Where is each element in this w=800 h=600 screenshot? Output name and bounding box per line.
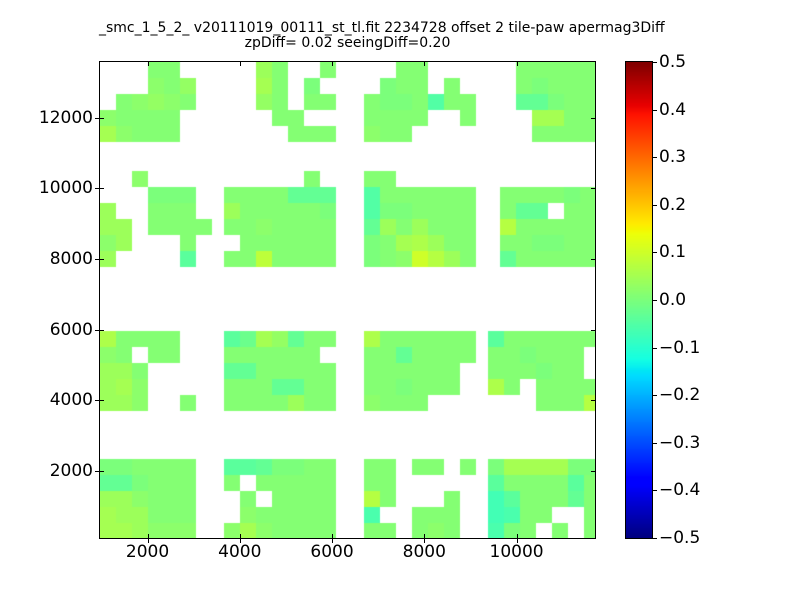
heatmap-canvas: [100, 62, 595, 538]
y-tick-mark: [95, 329, 104, 331]
x-tick-mark: [239, 534, 241, 543]
x-tick-label: 6000: [310, 542, 354, 562]
colorbar-tick-label: 0.1: [659, 242, 687, 263]
colorbar-tick-mark: [652, 156, 657, 158]
x-tick-label: 10000: [489, 542, 544, 562]
y-tick-mark-right: [591, 329, 595, 331]
colorbar: [625, 61, 653, 539]
colorbar-tick-mark: [652, 347, 657, 349]
colorbar-tick-mark: [652, 442, 657, 444]
x-tick-mark-top: [516, 62, 518, 66]
y-tick-mark: [95, 470, 104, 472]
colorbar-gradient-canvas: [626, 62, 652, 538]
y-tick-mark-right: [591, 470, 595, 472]
title-block: _smc_1_5_2_ v20111019_00111_st_tl.fit 22…: [99, 20, 665, 51]
y-tick-mark: [95, 117, 104, 119]
x-tick-mark-top: [423, 62, 425, 66]
x-tick-label: 2000: [125, 542, 170, 562]
colorbar-tick-label: −0.3: [659, 432, 701, 453]
x-tick-mark: [516, 534, 518, 543]
colorbar-tick-mark: [652, 61, 657, 63]
colorbar-tick-label: 0.4: [659, 99, 687, 120]
colorbar-tick-mark: [652, 489, 657, 491]
colorbar-tick-mark: [652, 299, 657, 301]
x-tick-mark-top: [239, 62, 241, 66]
x-tick-mark: [331, 534, 333, 543]
colorbar-tick-label: −0.2: [659, 385, 701, 406]
y-tick-label: 10000: [38, 178, 93, 199]
y-tick-label: 12000: [38, 107, 93, 128]
colorbar-tick-label: 0.0: [659, 290, 687, 310]
colorbar-tick-label: −0.5: [659, 528, 701, 548]
x-tick-mark-top: [147, 62, 149, 66]
y-tick-mark: [95, 187, 104, 189]
x-tick-label: 8000: [402, 542, 446, 562]
colorbar-tick-label: 0.2: [659, 194, 687, 215]
y-tick-mark: [95, 399, 104, 401]
colorbar-tick-mark: [652, 109, 657, 111]
colorbar-tick-mark: [652, 537, 657, 539]
colorbar-tick-label: 0.3: [659, 147, 687, 168]
colorbar-tick-mark: [652, 204, 657, 206]
x-tick-mark: [147, 534, 149, 543]
y-tick-label: 6000: [49, 319, 93, 340]
chart-title: _smc_1_5_2_ v20111019_00111_st_tl.fit 22…: [99, 20, 665, 36]
y-tick-mark-right: [591, 258, 595, 260]
y-tick-mark-right: [591, 399, 595, 401]
y-tick-mark-right: [591, 187, 595, 189]
plot-area: [99, 61, 596, 539]
chart-subtitle: zpDiff= 0.02 seeingDiff=0.20: [244, 35, 451, 51]
x-tick-mark-top: [331, 62, 333, 66]
colorbar-tick-mark: [652, 394, 657, 396]
y-tick-label: 8000: [49, 249, 93, 270]
y-tick-mark: [95, 258, 104, 260]
colorbar-tick-mark: [652, 251, 657, 253]
colorbar-tick-label: −0.1: [659, 337, 701, 358]
y-tick-mark-right: [591, 117, 595, 119]
colorbar-tick-label: 0.5: [659, 52, 687, 72]
y-tick-label: 4000: [49, 390, 93, 411]
x-tick-label: 4000: [218, 542, 262, 562]
colorbar-tick-label: −0.4: [659, 480, 701, 501]
y-tick-label: 2000: [49, 460, 93, 481]
x-tick-mark: [423, 534, 425, 543]
